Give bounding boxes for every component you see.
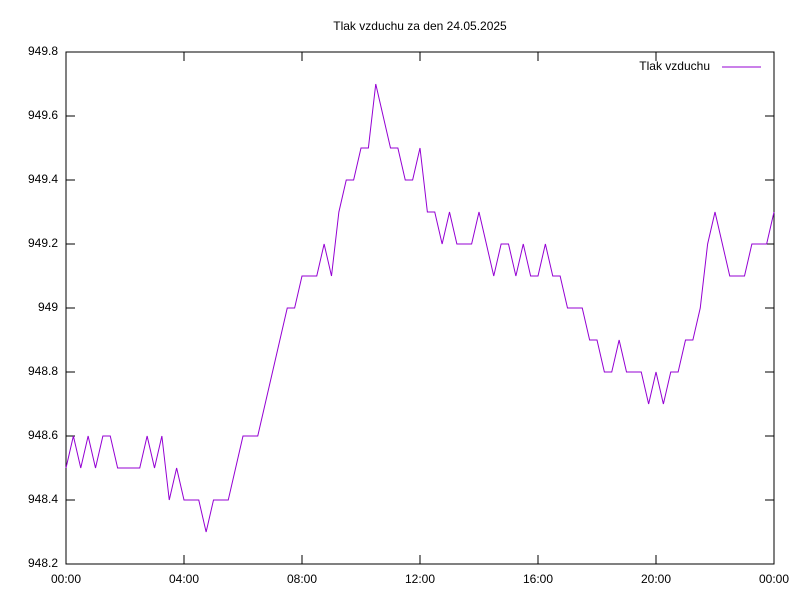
- y-tick-label: 948.6: [28, 428, 58, 442]
- x-tick-label: 12:00: [405, 572, 435, 586]
- y-tick-label: 949.2: [28, 236, 58, 250]
- x-tick-label: 20:00: [641, 572, 671, 586]
- x-tick-label: 00:00: [759, 572, 789, 586]
- chart-title: Tlak vzduchu za den 24.05.2025: [333, 19, 507, 33]
- y-tick-label: 949.4: [28, 172, 58, 186]
- legend-label: Tlak vzduchu: [639, 59, 710, 73]
- y-tick-label: 949.6: [28, 108, 58, 122]
- x-tick-label: 00:00: [51, 572, 81, 586]
- y-tick-label: 949: [38, 300, 58, 314]
- x-tick-label: 04:00: [169, 572, 199, 586]
- y-tick-label: 948.8: [28, 364, 58, 378]
- y-tick-label: 948.4: [28, 492, 58, 506]
- y-tick-label: 949.8: [28, 44, 58, 58]
- y-tick-label: 948.2: [28, 556, 58, 570]
- x-tick-label: 08:00: [287, 572, 317, 586]
- x-tick-label: 16:00: [523, 572, 553, 586]
- data-line: [65, 83, 775, 533]
